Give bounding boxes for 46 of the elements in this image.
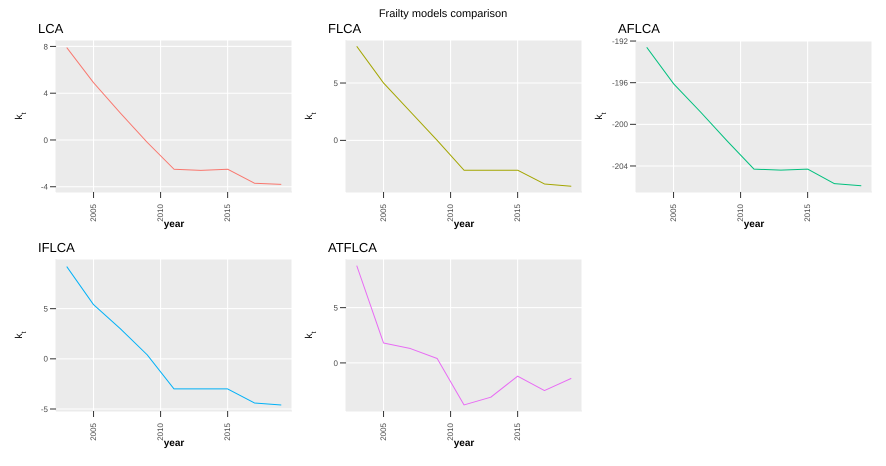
x-tick-label: 2010 bbox=[736, 203, 746, 222]
x-axis-title: year bbox=[164, 219, 184, 230]
y-tick-label: 5 bbox=[44, 304, 49, 314]
line-series bbox=[66, 266, 282, 406]
chart-title: IFLCA bbox=[38, 239, 76, 257]
y-tick-label: 5 bbox=[334, 78, 339, 88]
y-tick-label: 8 bbox=[44, 42, 49, 52]
y-tick-label: 0 bbox=[334, 358, 339, 368]
line-series bbox=[356, 46, 572, 187]
y-tick-label: 4 bbox=[44, 89, 49, 98]
y-tick-label: -192 bbox=[612, 36, 629, 46]
text: Frailty models comparison bbox=[378, 8, 508, 20]
line-series bbox=[356, 265, 572, 406]
x-tick-label: 2010 bbox=[156, 422, 166, 441]
y-tick-label: 0 bbox=[44, 136, 49, 145]
y-tick-label: -196 bbox=[612, 78, 629, 88]
x-tick-label: 2010 bbox=[156, 203, 166, 222]
y-tick-label: 0 bbox=[334, 136, 339, 146]
x-tick-label: 2005 bbox=[379, 203, 388, 222]
x-tick-label: 2010 bbox=[446, 203, 456, 222]
x-tick-label: 2015 bbox=[223, 422, 232, 441]
y-tick-label: 5 bbox=[334, 303, 339, 312]
x-tick-label: 2005 bbox=[669, 203, 678, 222]
x-axis-title: year bbox=[744, 219, 764, 230]
x-tick-label: 2005 bbox=[379, 422, 388, 441]
x-tick-label: 2015 bbox=[223, 203, 232, 222]
x-tick-label: 2015 bbox=[513, 422, 522, 441]
x-tick-label: 2015 bbox=[513, 203, 522, 222]
y-tick-label: -204 bbox=[612, 162, 629, 171]
x-axis-title: year bbox=[454, 438, 474, 450]
y-tick-label: -5 bbox=[40, 404, 49, 414]
x-tick-label: 2005 bbox=[89, 422, 98, 441]
x-axis-title: year bbox=[164, 438, 184, 450]
chart-title: ATFLCA bbox=[328, 239, 378, 257]
y-tick-label: -200 bbox=[612, 120, 629, 130]
x-tick-label: 2015 bbox=[803, 203, 812, 222]
chart-title: LCA bbox=[38, 20, 64, 38]
x-axis-title: year bbox=[454, 219, 474, 230]
line-series bbox=[66, 47, 282, 185]
line-series bbox=[646, 46, 862, 186]
chart-title: FLCA bbox=[328, 20, 362, 38]
y-tick-label: -4 bbox=[40, 182, 49, 192]
x-tick-label: 2010 bbox=[446, 422, 456, 441]
x-tick-label: 2005 bbox=[89, 203, 98, 222]
y-tick-label: 0 bbox=[44, 354, 49, 364]
chart-title: AFLCA bbox=[618, 20, 661, 38]
